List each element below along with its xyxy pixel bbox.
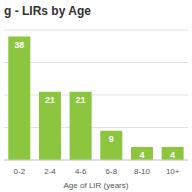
svg-text:0-2: 0-2 [14, 167, 26, 176]
svg-text:10+: 10+ [166, 167, 180, 176]
svg-text:21: 21 [76, 95, 86, 105]
svg-text:4-6: 4-6 [75, 167, 87, 176]
svg-text:8-10: 8-10 [134, 167, 151, 176]
svg-text:4: 4 [139, 150, 144, 160]
svg-text:2-4: 2-4 [44, 167, 56, 176]
svg-text:Age of LIR (years): Age of LIR (years) [64, 181, 129, 190]
svg-text:21: 21 [45, 95, 55, 105]
svg-text:6-8: 6-8 [106, 167, 118, 176]
svg-text:38: 38 [14, 40, 24, 50]
html-text:g - LIRs by Age: g - LIRs by Age [4, 4, 91, 18]
svg-text:9: 9 [109, 134, 114, 144]
svg-text:4: 4 [170, 150, 175, 160]
